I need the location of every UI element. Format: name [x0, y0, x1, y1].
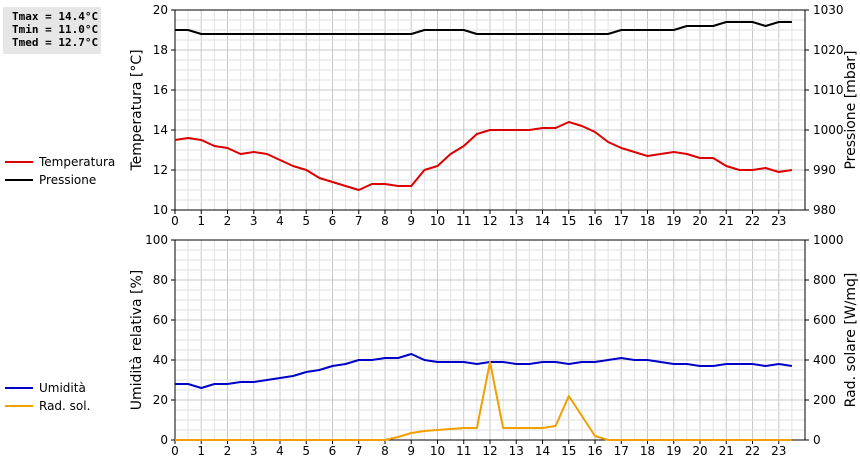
y-tick-label: 16	[153, 83, 168, 97]
x-tick-label: 6	[329, 444, 337, 458]
x-tick-label: 11	[456, 214, 471, 228]
y2-tick-label: 0	[813, 433, 821, 447]
y2-tick-label: 990	[813, 163, 836, 177]
x-tick-label: 15	[561, 214, 576, 228]
y2-tick-label: 1010	[813, 83, 844, 97]
x-tick-label: 3	[250, 214, 258, 228]
x-tick-label: 8	[381, 444, 389, 458]
y2-tick-label: 800	[813, 273, 836, 287]
x-tick-label: 5	[302, 444, 310, 458]
series-line-umidita	[175, 353, 793, 389]
y2-tick-label: 980	[813, 203, 836, 217]
x-tick-label: 4	[276, 214, 284, 228]
x-tick-label: 4	[276, 444, 284, 458]
x-tick-label: 15	[561, 444, 576, 458]
x-tick-label: 22	[745, 444, 760, 458]
y-tick-label: 80	[153, 273, 168, 287]
x-tick-label: 7	[355, 444, 363, 458]
x-tick-label: 19	[666, 214, 681, 228]
series-line-rad-sol	[175, 361, 792, 441]
x-tick-label: 16	[587, 214, 602, 228]
x-tick-label: 19	[666, 444, 681, 458]
y-tick-label: 0	[160, 433, 168, 447]
series-line-pressione	[175, 21, 792, 35]
plot-panel-2: 0 1 2 3 4 5 6 7 8 9 10 11 12 13 14 15 16 17 18 19 20 21 22 2302…	[129, 233, 859, 458]
legend-label-temperatura: Temperatura	[39, 155, 116, 169]
x-tick-label: 14	[535, 444, 550, 458]
y2-axis-title: Pressione [mbar]	[843, 50, 859, 169]
y-tick-label: 100	[145, 233, 168, 247]
y-tick-label: 40	[153, 353, 168, 367]
legend-swatch-umidita	[5, 387, 33, 389]
x-tick-label: 9	[407, 444, 415, 458]
legend-label-pressione: Pressione	[39, 173, 97, 187]
x-tick-label: 9	[407, 214, 415, 228]
x-tick-label: 12	[482, 214, 497, 228]
tmin-label: Tmin = 11.0°C	[12, 23, 99, 36]
y-tick-label: 20	[153, 3, 168, 17]
y2-tick-label: 1000	[813, 233, 844, 247]
x-tick-label: 3	[250, 444, 258, 458]
x-tick-label: 2	[224, 444, 232, 458]
y-axis-title: Temperatura [°C]	[129, 49, 145, 171]
x-tick-label: 1	[197, 214, 205, 228]
legend-swatch-temperatura	[5, 161, 33, 163]
x-tick-label: 7	[355, 214, 363, 228]
legend-swatch-pressione	[5, 179, 33, 181]
plot-panel-1: 0 1 2 3 4 5 6 7 8 9 10 11 12 13 14 15 16 17 18 19 20 21 22 2310…	[129, 3, 859, 228]
x-tick-label: 21	[719, 444, 734, 458]
x-tick-label: 18	[640, 444, 655, 458]
x-tick-label: 2	[224, 214, 232, 228]
legend-label-umidita: Umidità	[39, 381, 86, 395]
tmax-label: Tmax = 14.4°C	[12, 10, 99, 23]
x-tick-label: 18	[640, 214, 655, 228]
x-tick-label: 20	[692, 444, 707, 458]
y-tick-label: 20	[153, 393, 168, 407]
x-tick-label: 20	[692, 214, 707, 228]
stats-box: Tmax = 14.4°C Tmin = 11.0°C Tmed = 12.7°…	[3, 7, 101, 54]
legend-label-rad-sol: Rad. sol.	[39, 399, 91, 413]
x-tick-label: 17	[614, 214, 629, 228]
x-tick-label: 23	[771, 444, 786, 458]
y-axis-title: Umidità relativa [%]	[129, 270, 145, 411]
x-tick-label: 16	[587, 444, 602, 458]
x-tick-label: 13	[509, 444, 524, 458]
y-tick-label: 60	[153, 313, 168, 327]
x-tick-label: 10	[430, 444, 445, 458]
x-tick-label: 21	[719, 214, 734, 228]
x-tick-label: 17	[614, 444, 629, 458]
x-tick-label: 14	[535, 214, 550, 228]
y2-tick-label: 1000	[813, 123, 844, 137]
y2-tick-label: 400	[813, 353, 836, 367]
x-tick-label: 23	[771, 214, 786, 228]
y2-axis-title: Rad. solare [W/mq]	[843, 273, 859, 408]
x-tick-label: 12	[482, 444, 497, 458]
x-tick-label: 1	[197, 444, 205, 458]
x-tick-label: 10	[430, 214, 445, 228]
y2-tick-label: 600	[813, 313, 836, 327]
y-tick-label: 14	[153, 123, 168, 137]
y-tick-label: 10	[153, 203, 168, 217]
y2-tick-label: 1020	[813, 43, 844, 57]
x-tick-label: 22	[745, 214, 760, 228]
tmed-label: Tmed = 12.7°C	[12, 36, 99, 49]
y2-tick-label: 1030	[813, 3, 844, 17]
y-tick-label: 18	[153, 43, 168, 57]
x-tick-label: 6	[329, 214, 337, 228]
x-tick-label: 0	[171, 214, 179, 228]
x-tick-label: 8	[381, 214, 389, 228]
series-line-temperatura	[174, 121, 793, 191]
x-tick-label: 0	[171, 444, 179, 458]
x-tick-label: 5	[302, 214, 310, 228]
legend-swatch-rad-sol	[5, 405, 33, 407]
y2-tick-label: 200	[813, 393, 836, 407]
y-tick-label: 12	[153, 163, 168, 177]
x-tick-label: 11	[456, 444, 471, 458]
x-tick-label: 13	[509, 214, 524, 228]
